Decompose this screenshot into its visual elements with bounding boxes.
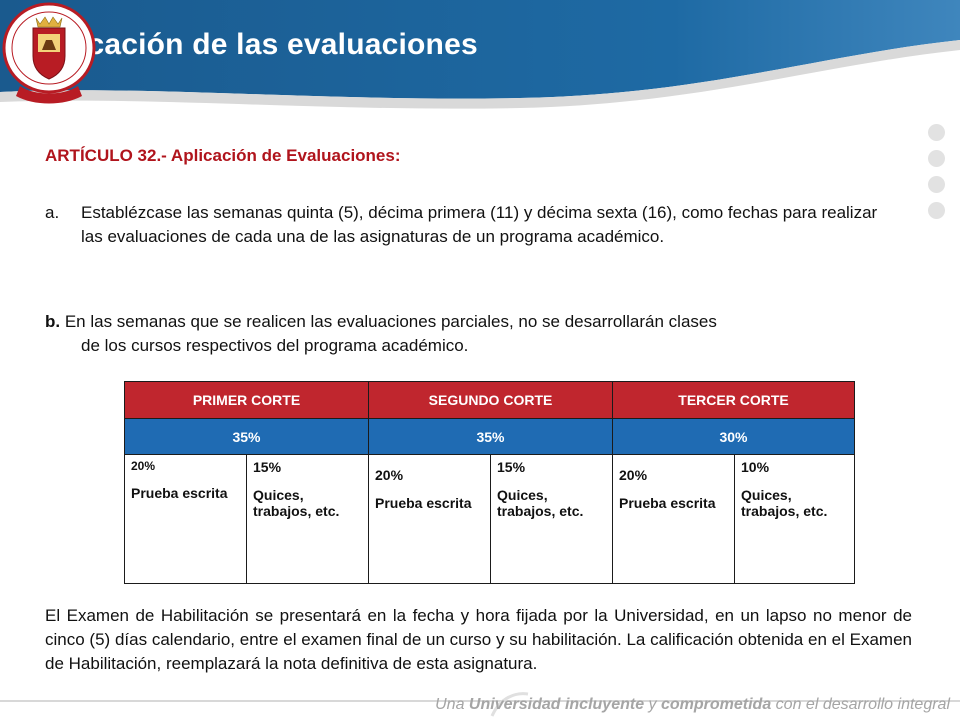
header-segundo-corte: SEGUNDO CORTE: [368, 381, 613, 419]
closing-paragraph: El Examen de Habilitación se presentará …: [45, 606, 912, 673]
table-cell: 15% Quices, trabajos, etc.: [490, 454, 613, 584]
footer-slogan-bold: comprometida: [660, 696, 772, 713]
page-title: Aplicación de las evaluaciones: [30, 28, 478, 61]
item-b-first-text: En las semanas que se realicen las evalu…: [60, 312, 717, 331]
item-a: a. Establézcase las semanas quinta (5), …: [45, 201, 895, 249]
footer-swirl-icon: [490, 692, 529, 717]
decorative-dots: [928, 124, 952, 228]
table-percent-row: 35% 35% 30%: [124, 418, 856, 455]
cell-description: Quices, trabajos, etc.: [741, 487, 828, 519]
item-a-text: Establézcase las semanas quinta (5), déc…: [81, 203, 878, 246]
item-b-rest: de los cursos respectivos del programa a…: [81, 336, 469, 355]
decorative-dot: [928, 124, 945, 141]
item-b-marker: b.: [45, 312, 61, 331]
footer-divider: [0, 700, 960, 702]
table-header-row: PRIMER CORTE SEGUNDO CORTE TERCER CORTE: [124, 381, 856, 419]
percent-segundo-corte: 35%: [368, 418, 613, 455]
decorative-dot: [928, 202, 945, 219]
article-heading: ARTÍCULO 32.- Aplicación de Evaluaciones…: [45, 146, 401, 165]
decorative-dot: [928, 150, 945, 167]
table-detail-row: 20% Prueba escrita 15% Quices, trabajos,…: [124, 454, 856, 584]
footer-slogan-bold: Universidad incluyente: [468, 696, 645, 713]
cell-description: Prueba escrita: [375, 495, 472, 511]
item-b-first-line: b. En las semanas que se realicen las ev…: [45, 310, 895, 334]
percent-tercer-corte: 30%: [611, 418, 856, 455]
cell-description: Prueba escrita: [131, 485, 228, 501]
footer-slogan-part: con el desarrollo integral: [771, 696, 950, 713]
university-seal-logo: [2, 2, 96, 104]
evaluation-table: PRIMER CORTE SEGUNDO CORTE TERCER CORTE …: [124, 381, 856, 584]
table-cell: 15% Quices, trabajos, etc.: [246, 454, 369, 584]
cell-description: Quices, trabajos, etc.: [497, 487, 584, 519]
item-b: b. En las semanas que se realicen las ev…: [45, 310, 895, 358]
footer-slogan-part: y: [644, 696, 661, 713]
banner-background: [0, 0, 960, 109]
cell-description: Prueba escrita: [619, 495, 716, 511]
footer-slogan: Una Universidad incluyente y comprometid…: [435, 696, 950, 714]
cell-percent: 20%: [375, 467, 404, 483]
cell-percent: 20%: [131, 459, 156, 473]
decorative-dot: [928, 176, 945, 193]
table-cell: 20% Prueba escrita: [612, 454, 735, 584]
item-a-marker: a.: [45, 203, 60, 222]
header-primer-corte: PRIMER CORTE: [124, 381, 369, 419]
footer-slogan-part: Una: [435, 696, 469, 713]
table-cell: 20% Prueba escrita: [368, 454, 491, 584]
cell-percent: 15%: [253, 459, 282, 475]
cell-percent: 10%: [741, 459, 770, 475]
header-banner: Aplicación de las evaluaciones: [0, 0, 960, 118]
cell-percent: 20%: [619, 467, 648, 483]
percent-primer-corte: 35%: [124, 418, 369, 455]
table-cell: 10% Quices, trabajos, etc.: [733, 454, 856, 584]
cell-description: Quices, trabajos, etc.: [253, 487, 340, 519]
cell-percent: 15%: [497, 459, 526, 475]
table-cell: 20% Prueba escrita: [124, 454, 247, 584]
header-tercer-corte: TERCER CORTE: [611, 381, 856, 419]
